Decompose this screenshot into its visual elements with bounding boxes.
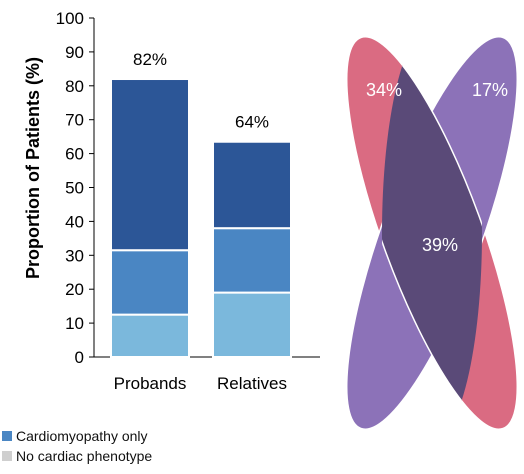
x-tick-label: Probands — [114, 374, 187, 393]
bar-total-label: 82% — [133, 50, 167, 69]
y-tick-label: 60 — [65, 145, 84, 164]
venn-diagram: 34% 17% 39% — [345, 36, 519, 430]
bar-segment-relatives-2 — [212, 140, 292, 230]
y-tick-label: 50 — [65, 179, 84, 198]
x-tick-label: Relatives — [217, 374, 287, 393]
bar-segment-probands-1 — [110, 249, 190, 316]
y-tick-label: 90 — [65, 43, 84, 62]
y-tick-label: 30 — [65, 246, 84, 265]
bar-total-label: 64% — [235, 113, 269, 132]
legend-item-no-phenotype: No cardiac phenotype — [2, 448, 152, 464]
venn-overlap-region — [381, 36, 482, 430]
y-tick-label: 10 — [65, 314, 84, 333]
y-tick-label: 100 — [56, 9, 84, 28]
legend-swatch — [2, 431, 12, 441]
y-tick-label: 0 — [75, 348, 84, 367]
bar-segment-probands-0 — [110, 313, 190, 358]
legend-label: No cardiac phenotype — [16, 448, 153, 464]
y-tick-label: 20 — [65, 280, 84, 299]
legend-item-cardiomyopathy: Cardiomyopathy only — [2, 428, 148, 444]
bar-segment-relatives-1 — [212, 227, 292, 294]
bar-segment-relatives-0 — [212, 291, 292, 358]
legend-label: Cardiomyopathy only — [16, 428, 148, 444]
y-tick-label: 70 — [65, 111, 84, 130]
y-tick-label: 40 — [65, 212, 84, 231]
venn-set-a-label: 34% — [366, 80, 402, 100]
venn-overlap-label: 39% — [422, 235, 458, 255]
y-axis-label: Proportion of Patients (%) — [23, 57, 43, 279]
stacked-bar-chart: 0 10 20 30 40 50 60 70 80 90 100 82% 64% Probands Re… — [23, 9, 320, 393]
y-tick-label: 80 — [65, 77, 84, 96]
legend-swatch — [2, 451, 12, 461]
bar-segment-probands-2 — [110, 78, 190, 252]
venn-set-b-label: 17% — [472, 80, 508, 100]
